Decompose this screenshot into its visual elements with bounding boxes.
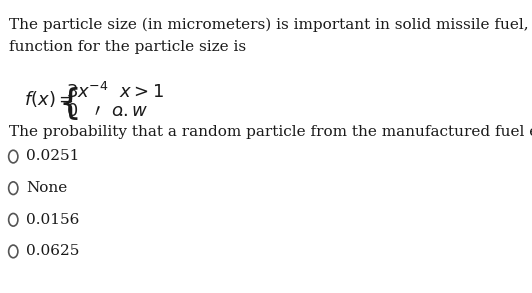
- Text: 0.0251: 0.0251: [26, 149, 79, 163]
- Text: None: None: [26, 181, 67, 195]
- Text: function for the particle size is: function for the particle size is: [9, 40, 246, 54]
- Text: .: .: [117, 102, 123, 120]
- Text: $0$   $\prime$  $o.w$: $0$ $\prime$ $o.w$: [65, 102, 148, 120]
- Text: $3x^{-4}$  $x>1$: $3x^{-4}$ $x>1$: [65, 82, 164, 102]
- Text: 0.0156: 0.0156: [26, 213, 79, 226]
- Text: 0.0625: 0.0625: [26, 244, 79, 258]
- Text: The probability that a random particle from the manufactured fuel exceeds 4 micr: The probability that a random particle f…: [9, 125, 532, 139]
- Text: The particle size (in micrometers) is important in solid missile fuel, the proba: The particle size (in micrometers) is im…: [9, 17, 532, 32]
- Text: $\{$: $\{$: [59, 85, 79, 122]
- Text: $f(x) = $: $f(x) = $: [24, 89, 73, 109]
